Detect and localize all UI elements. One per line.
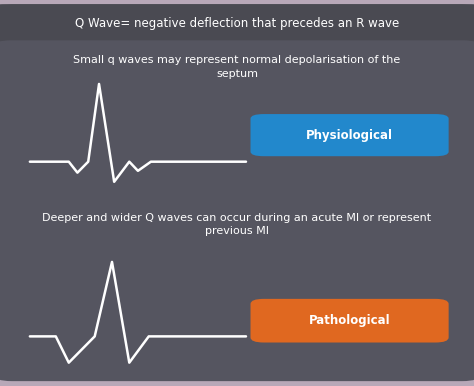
FancyBboxPatch shape [0, 4, 474, 42]
Text: Small q waves may represent normal depolarisation of the
septum: Small q waves may represent normal depol… [73, 55, 401, 79]
Text: Q Wave= negative deflection that precedes an R wave: Q Wave= negative deflection that precede… [75, 17, 399, 30]
Text: Pathological: Pathological [309, 314, 391, 327]
FancyBboxPatch shape [250, 299, 448, 342]
FancyBboxPatch shape [250, 114, 448, 156]
FancyBboxPatch shape [0, 200, 474, 381]
Text: Deeper and wider Q waves can occur during an acute MI or represent
previous MI: Deeper and wider Q waves can occur durin… [43, 213, 431, 237]
FancyBboxPatch shape [0, 40, 474, 203]
Text: Physiological: Physiological [306, 129, 393, 142]
